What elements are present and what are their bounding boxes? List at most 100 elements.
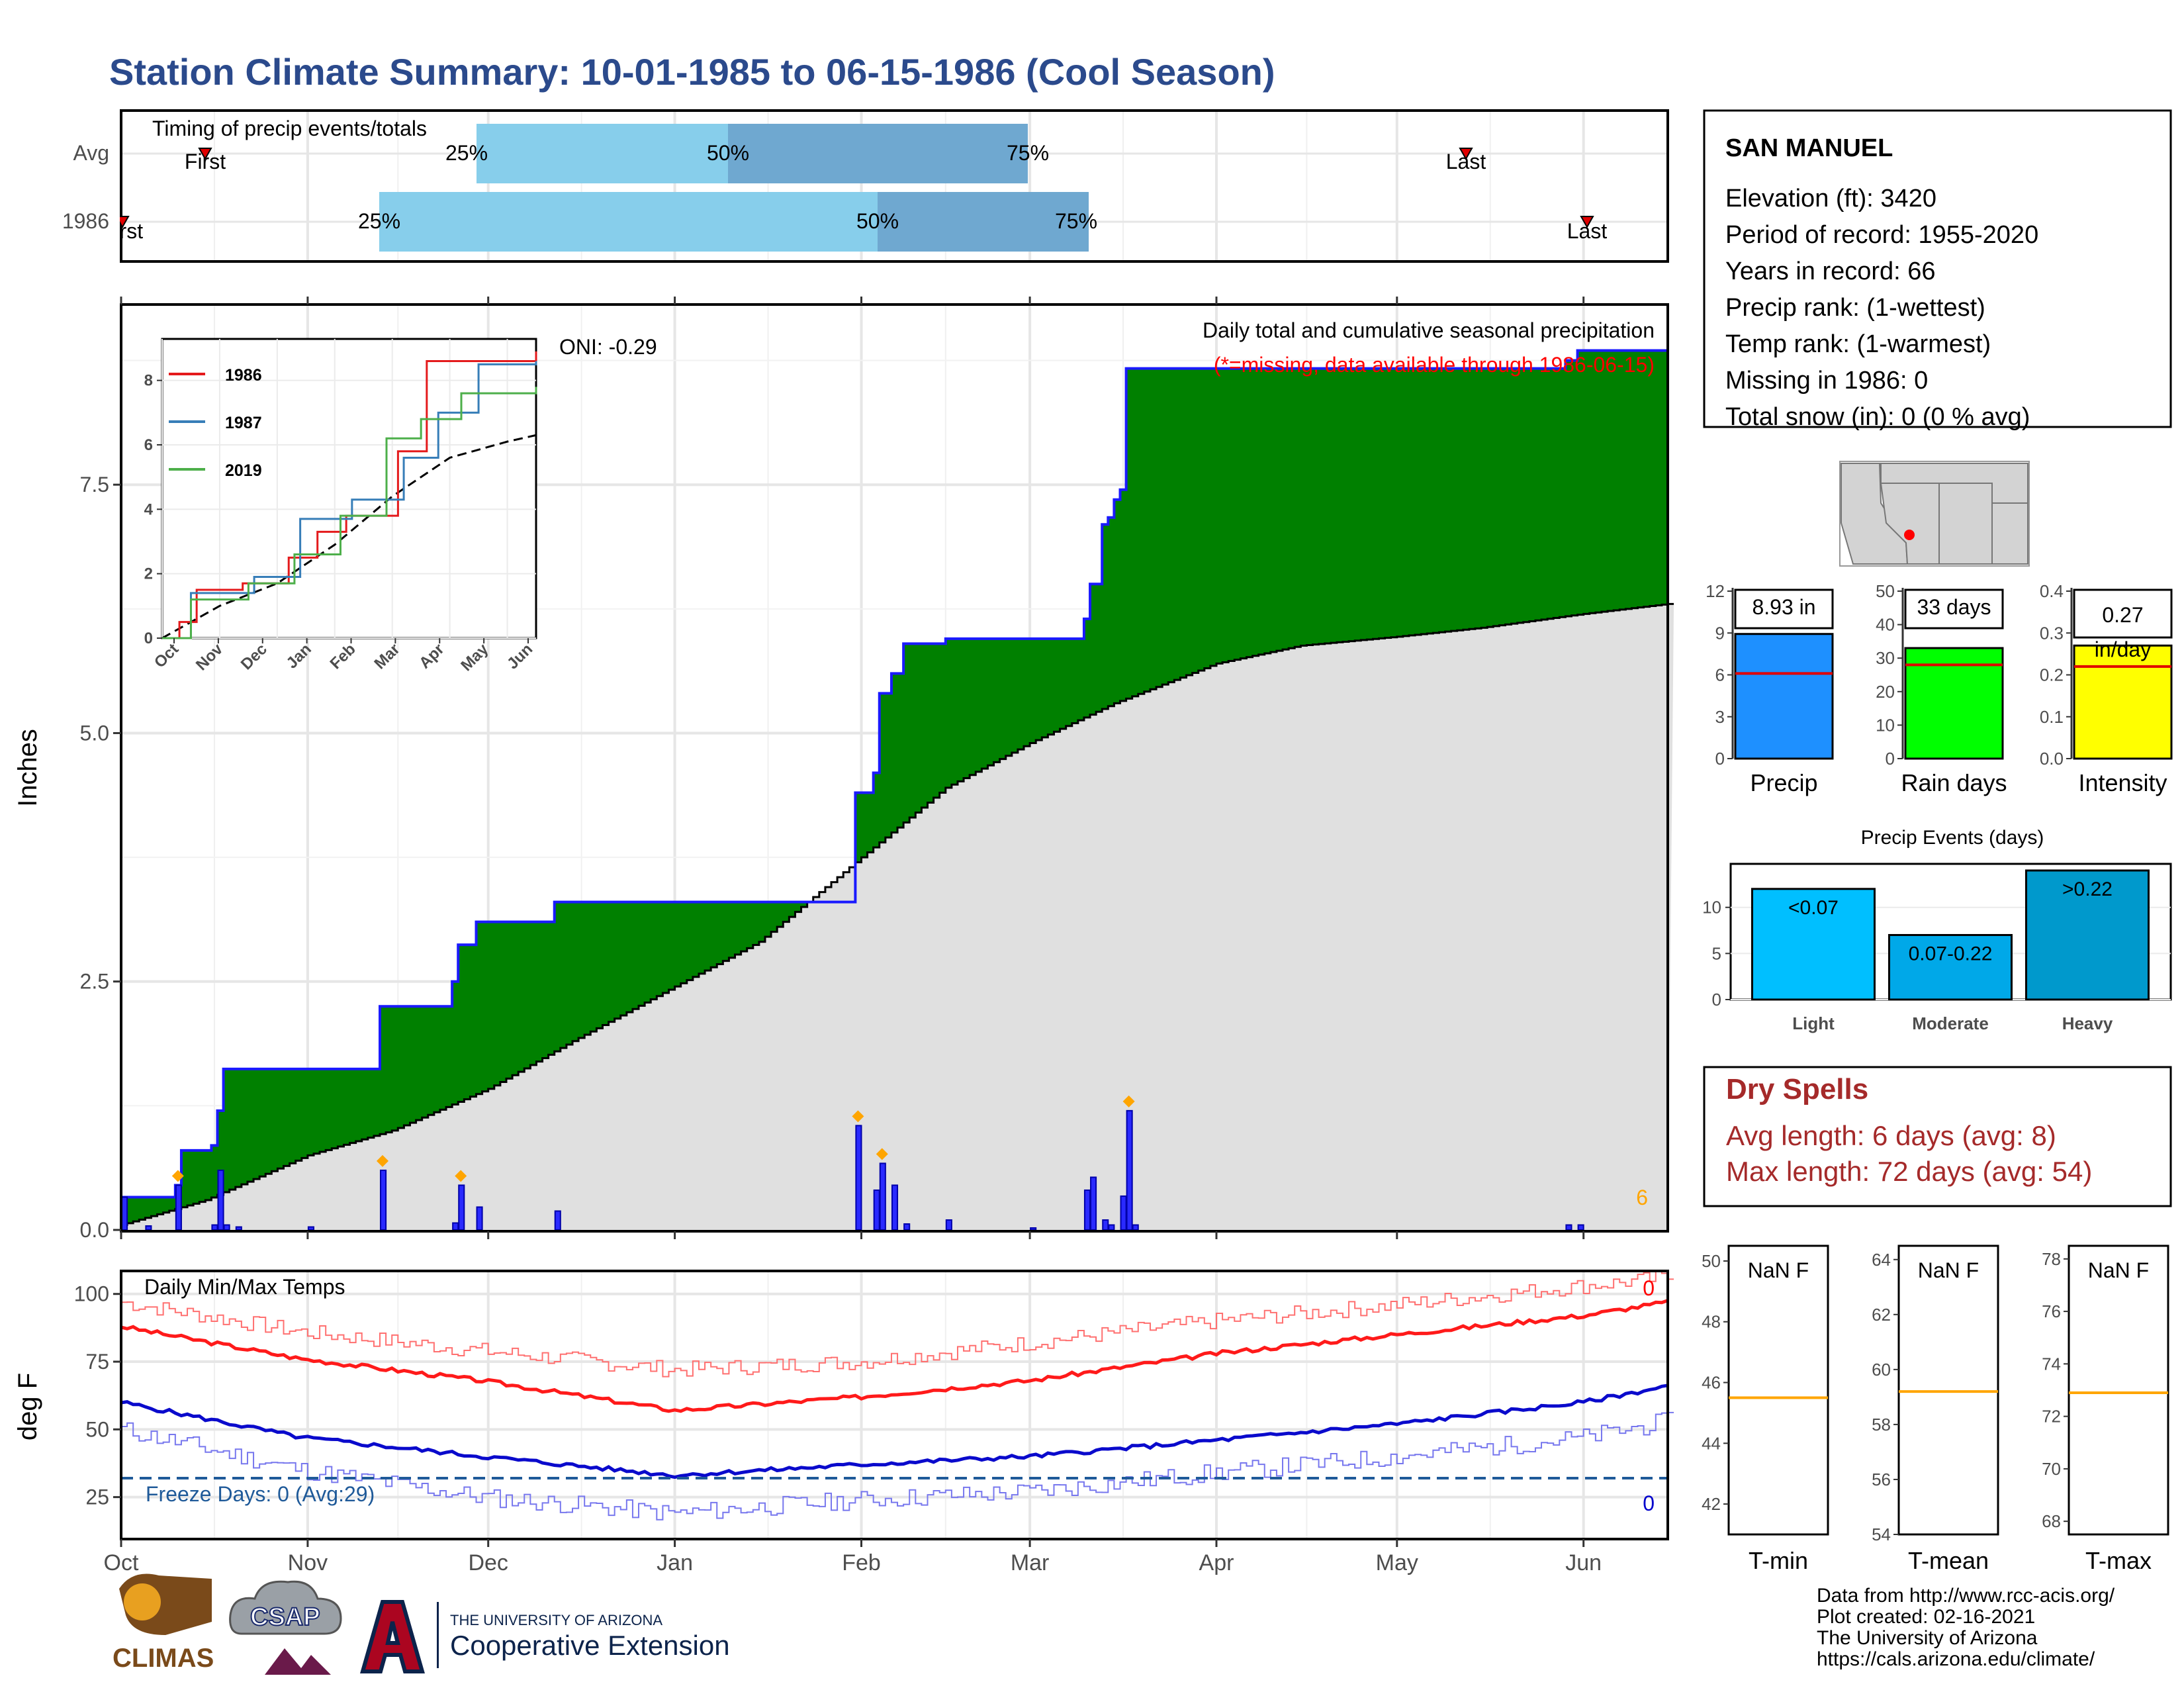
precip-anomaly-seg [1463, 368, 1470, 630]
precip-anomaly-seg [1005, 638, 1013, 756]
precip-anomaly-seg [1517, 368, 1524, 623]
precip-anomaly-seg [873, 773, 880, 848]
summary-value: 33 days [1917, 595, 1991, 619]
temp-summary-panels: 42 44 46 48 50 NaN F T-min 54 56 58 60 62 64 NaN F T-m… [1702, 1244, 2169, 1574]
precip-anomaly-seg [795, 902, 802, 912]
precip-anomaly-seg [392, 1006, 398, 1131]
precip-anomaly-seg [404, 1006, 411, 1126]
precip-anomaly-seg [343, 1068, 351, 1145]
avg-cumulative-area [121, 604, 1674, 1230]
precip-anomaly-seg [939, 643, 946, 793]
precip-anomaly-seg [590, 902, 597, 1032]
ua-main-text: Cooperative Extension [450, 1630, 730, 1661]
dry-title: Dry Spells [1726, 1073, 1868, 1105]
precip-anomaly-seg [1547, 368, 1554, 619]
daily-bar [235, 1226, 242, 1231]
precip-anomaly-seg [626, 902, 633, 1013]
temp-ylabel: deg F [13, 1373, 42, 1440]
station-line-6: Missing in 1986: 0 [1725, 367, 1928, 395]
daily-bar [1030, 1227, 1037, 1231]
precip-anomaly-seg [524, 921, 531, 1068]
precip-anomaly-seg [723, 902, 730, 961]
precip-anomaly-seg [1186, 368, 1193, 676]
temp-summary-label: T-min [1749, 1547, 1808, 1574]
corner-value: 6 [1636, 1186, 1648, 1209]
precip-anomaly-seg [1439, 368, 1446, 633]
precip-anomaly-seg [1017, 638, 1024, 750]
precip-anomaly-seg [367, 1068, 375, 1138]
daily-bar [145, 1225, 152, 1231]
daily-bar [211, 1224, 218, 1231]
precip-anomaly-seg [1228, 368, 1235, 661]
precip-anomaly-seg [1102, 524, 1109, 710]
precip-anomaly-seg [326, 1068, 332, 1150]
summary-ytick-label: 6 [1715, 665, 1725, 685]
heavy-event-marker [852, 1110, 864, 1123]
precip-events-chart: Precip Events (days) 0 5 10 <0.07 Light 0.07-… [1702, 827, 2172, 1033]
tmax-avg-line [120, 1299, 1668, 1413]
precip-anomaly-seg [1661, 350, 1668, 605]
daily-bar [873, 1189, 880, 1231]
precip-anomaly-seg [1216, 368, 1223, 664]
precip-anomaly-seg [512, 921, 519, 1076]
precip-anomaly-seg [1541, 368, 1548, 620]
precip-anomaly-seg [349, 1068, 357, 1143]
daily-bar [855, 1125, 862, 1231]
precip-anomaly-seg [717, 902, 723, 964]
temp-summary-ytick-label: 54 [1872, 1524, 1891, 1544]
precip-anomaly-seg [909, 643, 916, 818]
precip-anomaly-seg [614, 902, 621, 1019]
inset-ytick-label: 4 [144, 500, 154, 518]
summary-ytick-label: 0.4 [2040, 581, 2064, 601]
precip-anomaly-seg [1198, 368, 1205, 671]
inset-ytick-label: 6 [144, 436, 153, 454]
precip-anomaly-seg [1071, 638, 1079, 724]
temp-summary-ytick-label: 44 [1702, 1433, 1721, 1453]
last-marker [1580, 216, 1594, 229]
temp-ytick-label: 50 [85, 1417, 109, 1441]
precip-anomaly-seg [133, 1197, 140, 1222]
ua-top-text: THE UNIVERSITY OF ARIZONA [450, 1612, 662, 1628]
temp-summary-ytick-label: 50 [1702, 1251, 1721, 1271]
precip-anomaly-seg [506, 921, 513, 1079]
heavy-event-marker [876, 1148, 888, 1160]
cold-count: 0 [1643, 1491, 1655, 1515]
ytick-label: 2.5 [80, 970, 109, 994]
precip-anomaly-seg [355, 1068, 363, 1141]
daily-bar [175, 1184, 182, 1231]
precip-anomaly-seg [433, 1006, 441, 1113]
precip-anomaly-seg [1180, 368, 1187, 678]
precip-anomaly-seg [674, 902, 682, 987]
precip-anomaly-seg [1415, 368, 1422, 635]
inset-xtick-label: Dec [238, 640, 271, 673]
temp-summary-ytick-label: 48 [1702, 1312, 1721, 1332]
temp-summary-value: NaN F [2088, 1258, 2149, 1282]
events-bar-light [1751, 888, 1876, 1001]
precip-anomaly-seg [320, 1068, 326, 1152]
precip-anomaly-seg [945, 638, 952, 788]
csap-mountains [265, 1648, 331, 1675]
precip-anomaly-seg [1614, 350, 1620, 610]
ua-logo: THE UNIVERSITY OF ARIZONA Cooperative Ex… [360, 1600, 730, 1673]
precip-anomaly-seg [1631, 350, 1639, 608]
precip-anomaly-seg [1222, 368, 1229, 663]
precip-anomaly-seg [1499, 368, 1506, 626]
precip-anomaly-seg [1096, 584, 1103, 712]
precip-anomaly-seg [1511, 368, 1518, 624]
precip-anomaly-seg [283, 1068, 291, 1166]
precip-anomaly-seg [1487, 368, 1494, 628]
precip-anomaly-seg [1457, 368, 1464, 631]
summary-ytick-label: 9 [1715, 623, 1725, 643]
station-line-2: Period of record: 1955-2020 [1725, 221, 2038, 249]
precip-anomaly-seg [915, 643, 923, 813]
inset-avg-line [161, 434, 537, 639]
timing-rows: 25%50%75%AvgFirstLast25%50%75%1986FirstL… [0, 106, 1607, 265]
events-bar-label: Heavy [2062, 1013, 2113, 1033]
precip-anomaly-seg [632, 902, 639, 1009]
inset-legend-label: 1987 [225, 414, 262, 432]
precip-anomaly-seg [651, 902, 657, 1000]
precip-anomaly-seg [1445, 368, 1452, 632]
summary-label: Rain days [1901, 769, 2007, 796]
